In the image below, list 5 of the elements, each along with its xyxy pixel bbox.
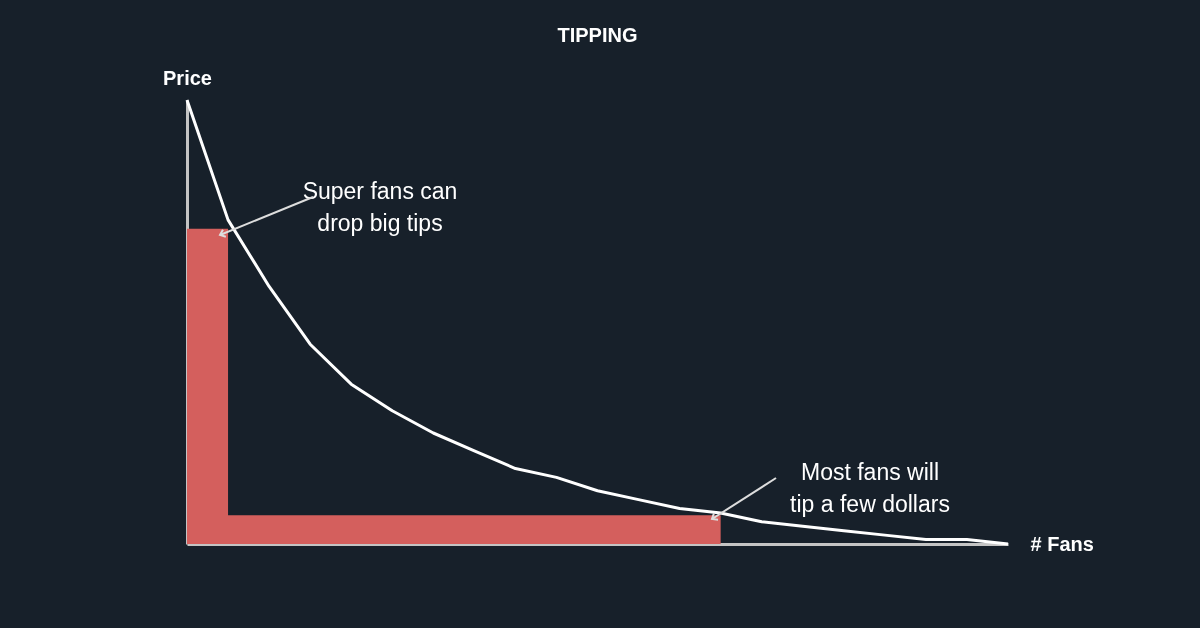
annotation: Super fans can drop big tips [302,178,458,236]
y-axis-title: Price [163,66,212,89]
annotation: Most fans will tip a few dollars [790,459,950,517]
chart-title: TIPPING [557,24,638,46]
x-axis-title: # Fans [1030,532,1094,555]
